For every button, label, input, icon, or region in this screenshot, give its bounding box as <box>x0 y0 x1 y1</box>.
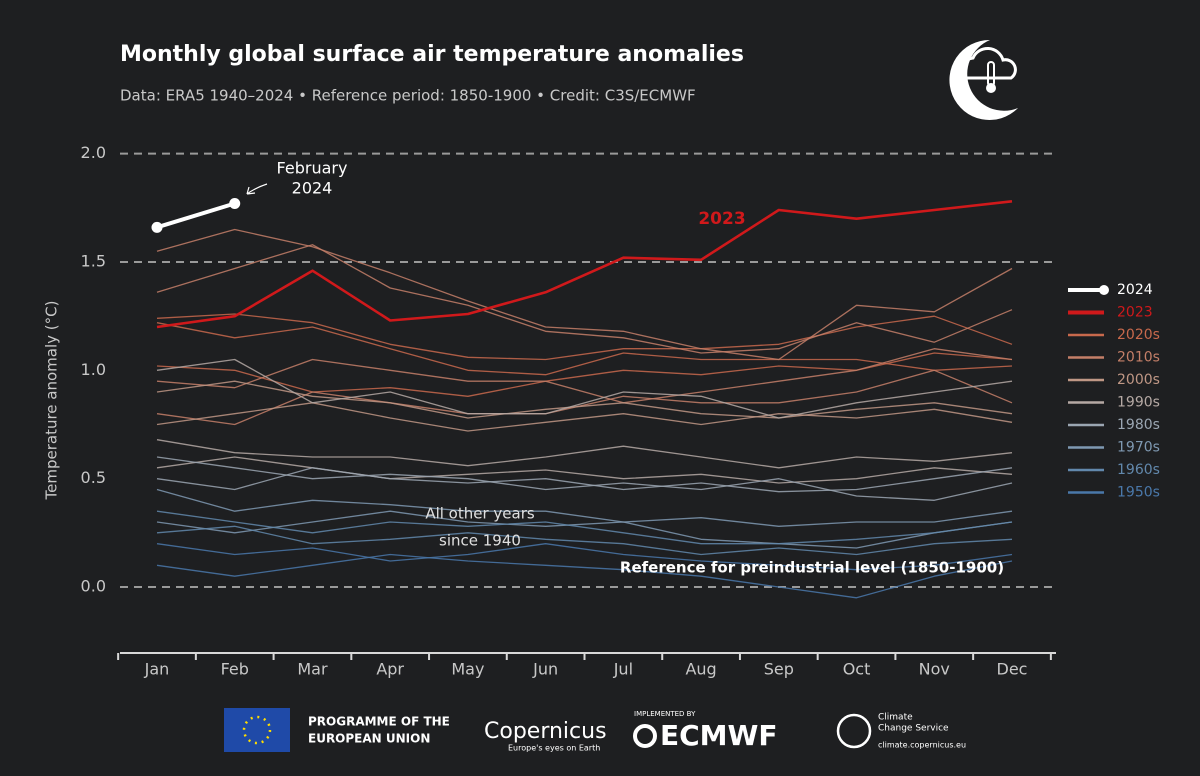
x-tick-label: Aug <box>685 660 716 679</box>
eu-stars <box>242 715 272 745</box>
legend-label: 2020s <box>1117 327 1160 343</box>
ecmwf-mark <box>633 724 657 748</box>
decade-line <box>156 369 1013 426</box>
legend-label: 1990s <box>1117 395 1160 411</box>
x-tick-label: Jun <box>532 660 558 679</box>
decade-line <box>156 439 1013 469</box>
decade-line <box>156 322 1013 376</box>
annotation: All other years <box>425 505 535 523</box>
legend-label: 2000s <box>1117 372 1160 388</box>
y-tick-label: 2.0 <box>81 143 106 162</box>
copernicus-tagline: Europe's eyes on Earth <box>508 744 600 753</box>
x-tick-label: Feb <box>221 660 249 679</box>
decade-line <box>156 510 1013 549</box>
decade-line <box>156 488 1013 527</box>
decade-line <box>156 313 1013 361</box>
decade-line <box>156 352 1013 397</box>
chart-subtitle: Data: ERA5 1940–2024 • Reference period:… <box>120 87 696 105</box>
x-tick-label: Apr <box>376 660 404 679</box>
decade-line <box>156 456 1013 501</box>
point <box>151 221 163 233</box>
footer: PROGRAMME OF THE EUROPEAN UNION Copernic… <box>224 708 966 753</box>
chart-title: Monthly global surface air temperature a… <box>120 42 744 67</box>
annotation-arrow <box>246 183 268 195</box>
logo <box>949 39 1018 120</box>
y-axis-label: Temperature anomaly (°C) <box>43 301 61 501</box>
c3s-mark <box>836 713 872 749</box>
eu-text: EUROPEAN UNION <box>308 732 430 746</box>
legend-label: 1970s <box>1117 440 1160 456</box>
x-tick-label: Mar <box>297 660 328 679</box>
decade-line <box>156 543 1013 571</box>
decade-line <box>156 553 1013 599</box>
decade-line <box>156 228 1013 361</box>
year-line <box>156 200 1013 329</box>
y-tick-label: 0.5 <box>81 468 106 487</box>
decade-line <box>156 456 1013 484</box>
decade-line <box>156 348 1013 404</box>
decade-line <box>156 244 1013 354</box>
c3s-text: Climate <box>878 713 913 723</box>
legend-label: 1960s <box>1117 462 1160 478</box>
legend-label: 2024 <box>1117 282 1153 298</box>
eu-flag <box>224 708 290 752</box>
annotation: 2023 <box>698 209 745 229</box>
decade-line <box>156 402 1013 432</box>
decade-line <box>156 467 1013 493</box>
x-tick-label: Dec <box>997 660 1028 679</box>
decade-line <box>156 525 1013 556</box>
legend-label: 2010s <box>1117 350 1160 366</box>
c3s-url: climate.copernicus.eu <box>878 741 966 750</box>
legend-marker <box>1099 285 1109 295</box>
legend-label: 1980s <box>1117 417 1160 433</box>
y-tick-label: 0.0 <box>81 577 106 596</box>
x-tick-label: Sep <box>764 660 794 679</box>
copernicus-logo: Copernicus <box>484 719 607 744</box>
implemented-by: IMPLEMENTED BY <box>634 710 696 718</box>
decade-line <box>156 358 1013 419</box>
annotation: February <box>277 159 348 178</box>
decade-line <box>156 510 1013 545</box>
point <box>229 198 241 209</box>
x-tick-label: May <box>451 660 484 679</box>
year-line <box>156 201 236 230</box>
ecmwf-logo: ECMWF <box>660 719 778 752</box>
x-tick-label: Nov <box>919 660 950 679</box>
legend-label: 2023 <box>1117 305 1153 321</box>
y-tick-label: 1.0 <box>81 360 106 379</box>
x-tick-label: Oct <box>843 660 871 679</box>
decade-line <box>156 380 1013 419</box>
x-tick-label: Jul <box>613 660 633 679</box>
legend-label: 1950s <box>1117 485 1160 501</box>
c3s-text: Change Service <box>878 724 949 734</box>
annotation: since 1940 <box>439 532 521 550</box>
y-tick-label: 1.5 <box>81 252 106 271</box>
annotation: 2024 <box>292 179 333 198</box>
x-tick-label: Jan <box>144 660 170 679</box>
eu-text: PROGRAMME OF THE <box>308 715 450 729</box>
annotation: Reference for preindustrial level (1850-… <box>620 559 1004 577</box>
